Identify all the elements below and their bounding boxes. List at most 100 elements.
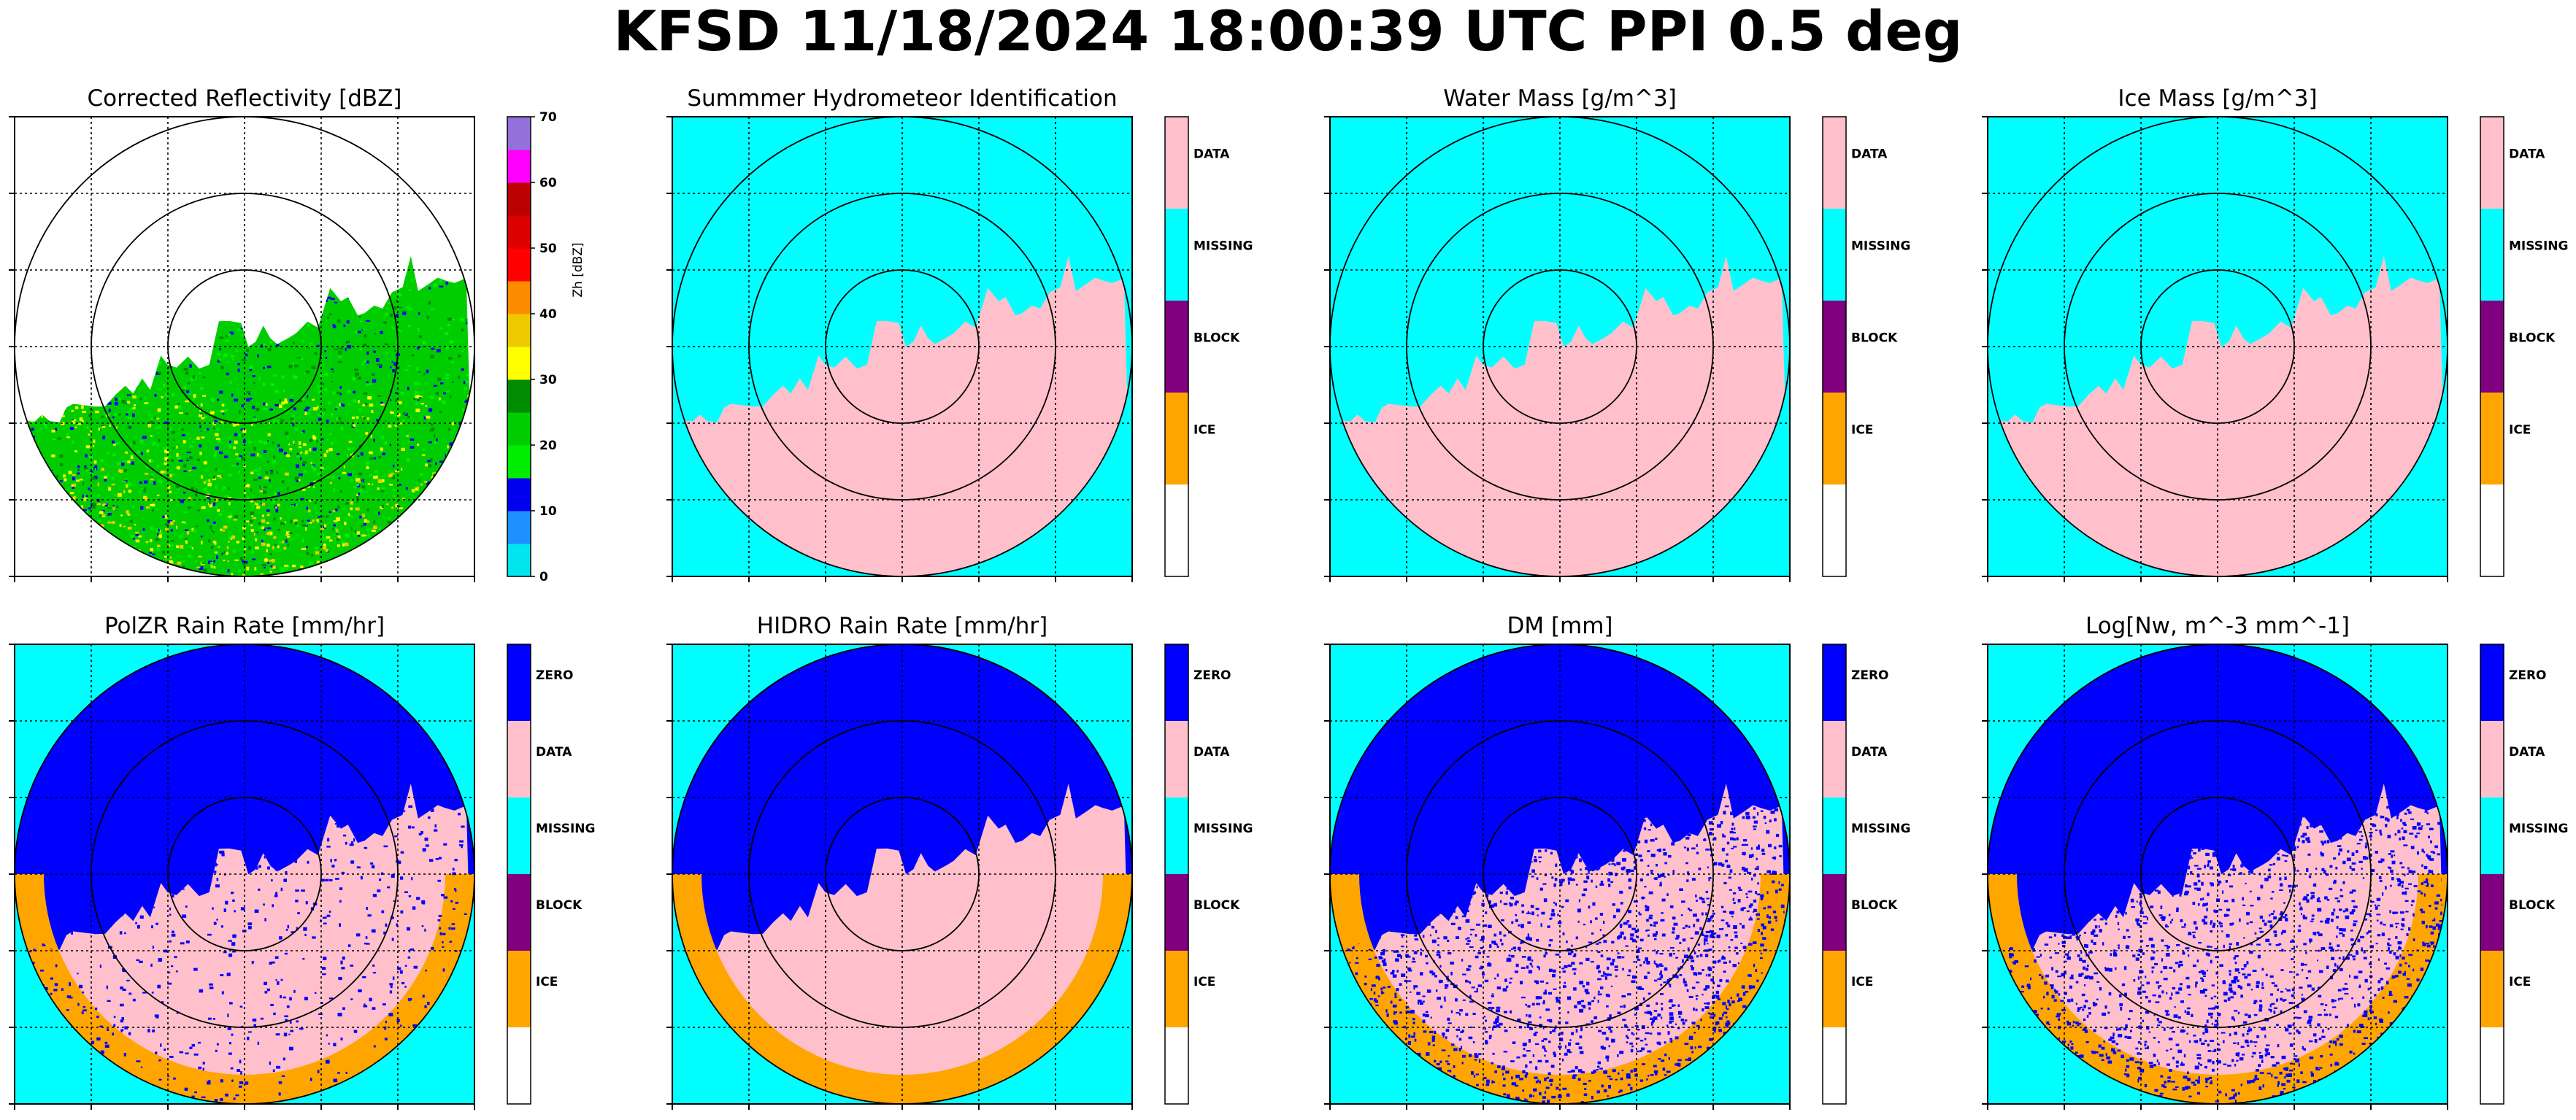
colorbar-category-label: BLOCK bbox=[1851, 898, 1898, 913]
colorbar: ZERO DATA MISSING BLOCK ICE bbox=[1164, 644, 1253, 1105]
colorbar-category-label: BLOCK bbox=[1851, 331, 1898, 345]
colorbar-category-label: ZERO bbox=[2509, 668, 2546, 683]
colorbar-segment bbox=[1165, 797, 1188, 875]
axis-ticks bbox=[1982, 644, 2448, 1110]
colorbar-category-label: MISSING bbox=[2509, 822, 2568, 836]
colorbar: DATA MISSING BLOCK ICE bbox=[1822, 116, 1910, 577]
panel-title: Corrected Reflectivity [dBZ] bbox=[87, 85, 402, 112]
colorbar-segment bbox=[507, 644, 531, 722]
colorbar-category-label: DATA bbox=[1851, 147, 1888, 161]
colorbar-category-label: ICE bbox=[2509, 975, 2531, 989]
ice-region bbox=[672, 874, 1132, 1104]
range-ring bbox=[1483, 269, 1637, 424]
panel-title: DM [mm] bbox=[1507, 613, 1613, 639]
range-ring bbox=[825, 269, 980, 424]
ice-region bbox=[15, 874, 474, 1104]
radar-ppi-plot bbox=[9, 116, 475, 582]
colorbar-segment bbox=[2480, 721, 2504, 798]
colorbar-category-label: ICE bbox=[2509, 422, 2531, 437]
colorbar-tick-label: 0 bbox=[539, 570, 548, 584]
colorbar-category-label: BLOCK bbox=[2509, 331, 2556, 345]
range-ring bbox=[2140, 797, 2295, 951]
range-ring bbox=[91, 193, 399, 501]
colorbar-segment bbox=[507, 951, 531, 1028]
colorbar-segment bbox=[2480, 797, 2504, 875]
colorbar-segment bbox=[2480, 1027, 2504, 1105]
colorbar-segment bbox=[1165, 951, 1188, 1028]
colorbar-segment bbox=[507, 544, 531, 577]
colorbar-category-label: BLOCK bbox=[1193, 331, 1240, 345]
colorbar-segment bbox=[1823, 393, 1846, 485]
range-ring bbox=[91, 720, 399, 1028]
colorbar-segment bbox=[1165, 393, 1188, 485]
colorbar-category-label: MISSING bbox=[1193, 239, 1253, 253]
colorbar-category-label: MISSING bbox=[1851, 822, 1910, 836]
colorbar-segment bbox=[1823, 644, 1846, 722]
radar-ppi-plot bbox=[1982, 644, 2448, 1110]
axis-ticks bbox=[666, 116, 1133, 582]
figure-title: KFSD 11/18/2024 18:00:39 UTC PPI 0.5 deg bbox=[613, 0, 1963, 63]
colorbar-category-label: MISSING bbox=[2509, 239, 2568, 253]
axis-ticks bbox=[1982, 116, 2448, 582]
colorbar-segment bbox=[1823, 117, 1846, 209]
colorbar: ZERO DATA MISSING BLOCK ICE bbox=[2480, 644, 2568, 1105]
colorbar-category-label: ICE bbox=[1193, 975, 1215, 989]
colorbar-tick-label: 40 bbox=[539, 307, 557, 322]
colorbar-segment bbox=[1165, 484, 1188, 577]
ice-region bbox=[1988, 874, 2448, 1104]
panel-title: HIDRO Rain Rate [mm/hr] bbox=[756, 613, 1048, 639]
colorbar-segment bbox=[507, 1027, 531, 1105]
colorbar: ZERO DATA MISSING BLOCK ICE bbox=[507, 644, 595, 1105]
plot-frame bbox=[1987, 644, 2448, 1105]
axis-ticks bbox=[9, 116, 475, 582]
plot-frame bbox=[672, 644, 1133, 1105]
colorbar-segment bbox=[507, 248, 531, 282]
colorbar-segment bbox=[1823, 484, 1846, 577]
colorbar-category-label: DATA bbox=[1851, 745, 1888, 760]
colorbar-segment bbox=[2480, 874, 2504, 951]
colorbar-segment bbox=[507, 445, 531, 479]
colorbar-category-label: DATA bbox=[1193, 745, 1230, 760]
colorbar-segment bbox=[1823, 951, 1846, 1028]
colorbar-category-label: BLOCK bbox=[2509, 898, 2556, 913]
colorbar-category-label: ZERO bbox=[536, 668, 573, 683]
colorbar-category-label: ICE bbox=[536, 975, 558, 989]
colorbar-segment bbox=[507, 511, 531, 544]
range-ring bbox=[167, 797, 322, 951]
range-ring bbox=[1406, 720, 1714, 1028]
axis-ticks bbox=[666, 644, 1133, 1110]
data-region bbox=[1330, 784, 1790, 1104]
colorbar-tick-label: 50 bbox=[539, 242, 557, 256]
colorbar-tick-label: 30 bbox=[539, 373, 557, 387]
radar-ppi-plot bbox=[666, 116, 1133, 582]
colorbar-segment bbox=[507, 117, 531, 150]
colorbar-segment bbox=[1823, 721, 1846, 798]
colorbar: 0 10 20 30 40 50 60 70 Zh [dBZ] bbox=[507, 110, 585, 584]
radar-ppi-plot bbox=[9, 644, 475, 1110]
colorbar-segment bbox=[2480, 117, 2504, 209]
colorbar-segment bbox=[2480, 209, 2504, 301]
colorbar-segment bbox=[1823, 797, 1846, 875]
colorbar-segment bbox=[2480, 951, 2504, 1028]
colorbar-segment bbox=[1823, 874, 1846, 951]
colorbar-segment bbox=[2480, 393, 2504, 485]
colorbar-category-label: BLOCK bbox=[1193, 898, 1240, 913]
data-region bbox=[672, 256, 1132, 576]
colorbar-segment bbox=[1165, 874, 1188, 951]
colorbar-category-label: ICE bbox=[1851, 422, 1873, 437]
colorbar-segment bbox=[507, 379, 531, 413]
colorbar-segment bbox=[2480, 644, 2504, 722]
plot-frame bbox=[1329, 644, 1791, 1105]
axis-ticks bbox=[1324, 116, 1791, 582]
colorbar-segment bbox=[507, 215, 531, 249]
colorbar-segment bbox=[1165, 301, 1188, 393]
ice-region bbox=[1330, 874, 1790, 1104]
colorbar-segment bbox=[1823, 1027, 1846, 1105]
range-ring bbox=[1406, 193, 1714, 501]
colorbar-segment bbox=[507, 150, 531, 183]
plot-frame bbox=[14, 644, 475, 1105]
colorbar: DATA MISSING BLOCK ICE bbox=[1164, 116, 1253, 577]
colorbar-segment bbox=[507, 721, 531, 798]
colorbar-segment bbox=[507, 478, 531, 511]
colorbar-category-label: ICE bbox=[1193, 422, 1215, 437]
